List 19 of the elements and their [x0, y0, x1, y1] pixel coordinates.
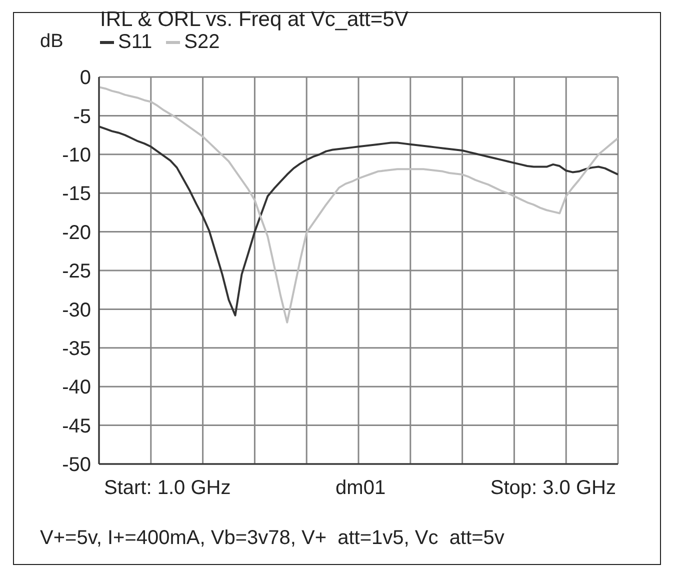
y-tick-label: -35 — [62, 338, 91, 360]
y-tick-label: -45 — [62, 415, 91, 438]
y-tick-label: -15 — [62, 183, 91, 206]
text: dm01 — [336, 477, 386, 500]
text: Stop: 3.0 GHz — [490, 477, 616, 500]
y-tick-label: -10 — [62, 144, 91, 166]
legend-label: S22 — [184, 31, 220, 53]
y-tick-label: -50 — [62, 454, 91, 476]
legend-label: S11 — [118, 31, 152, 53]
y-tick-label: -40 — [62, 376, 91, 399]
text: Start: 1.0 GHz — [104, 477, 231, 500]
y-tick-label: -20 — [62, 222, 91, 244]
y-tick-label: -5 — [73, 106, 91, 128]
text: V+=5v, I+=400mA, Vb=3v78, V+ att=1v5, Vc att=5v — [40, 527, 504, 550]
line-series — [99, 86, 618, 324]
y-tick-label: -30 — [62, 299, 91, 322]
y-tick-label: 0 — [80, 67, 91, 90]
y-tick-label: -25 — [62, 260, 91, 283]
y-axis-title: dB — [40, 31, 64, 53]
